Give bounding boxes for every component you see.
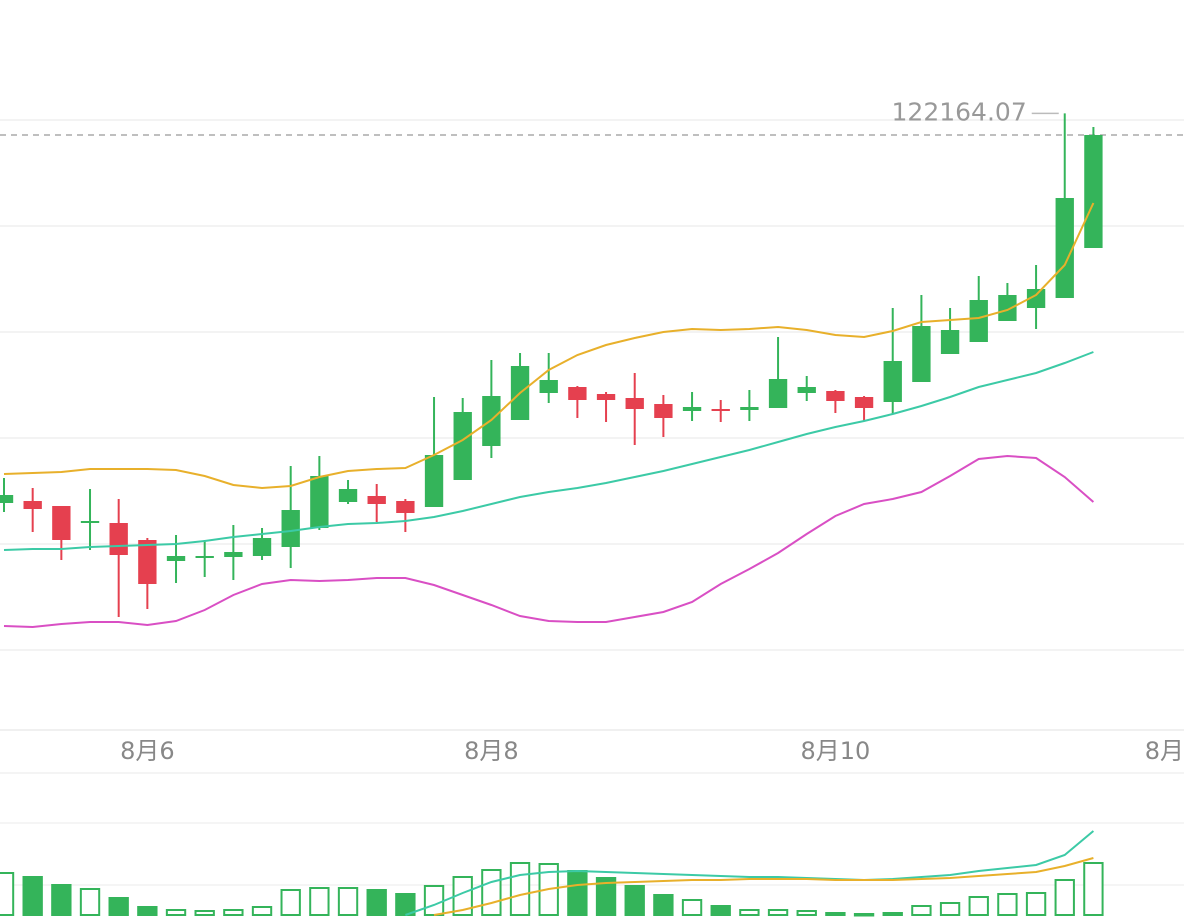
volume-bar — [739, 909, 760, 916]
candle-body — [310, 476, 329, 528]
volume-bar — [22, 876, 43, 916]
volume-bar — [108, 897, 129, 916]
volume-bar — [595, 877, 617, 916]
volume-bar — [137, 906, 158, 916]
volume-ma-line — [405, 830, 1095, 916]
volume-bar — [251, 906, 273, 916]
candle-body — [854, 397, 874, 408]
volume-bar — [0, 872, 15, 916]
candle-body — [1084, 135, 1103, 248]
candle-body — [969, 300, 988, 342]
volume-bar — [1054, 879, 1075, 916]
candle-body — [367, 496, 386, 504]
volume-bar — [51, 884, 72, 916]
candle-body — [797, 387, 816, 393]
volume-bar — [423, 885, 445, 916]
candle-body — [998, 295, 1017, 321]
volume-bar — [710, 905, 731, 916]
candle-body — [252, 538, 272, 556]
candle-body — [539, 380, 558, 393]
x-tick-label: 8月8 — [464, 737, 519, 765]
candle-body — [940, 330, 960, 354]
candle-body — [281, 510, 300, 547]
candle-body — [1026, 289, 1046, 308]
candle-body — [109, 523, 128, 555]
candle-body — [138, 540, 157, 584]
candle-body — [396, 501, 415, 513]
volume-bar — [79, 888, 101, 916]
volume-bar — [165, 909, 187, 916]
overlay-line — [3, 454, 1095, 629]
candle-body — [682, 407, 702, 411]
overlay-line — [3, 351, 1094, 551]
volume-bar — [681, 899, 703, 916]
volume-bar — [767, 909, 789, 916]
volume-bar — [337, 887, 359, 916]
volume-ma-line — [433, 857, 1094, 916]
candle-body — [826, 391, 845, 401]
candle-body — [224, 552, 243, 557]
volume-bar — [194, 910, 215, 916]
volume-bar — [309, 887, 330, 916]
candle-body — [424, 455, 444, 507]
x-tick-label: 8月 — [1145, 737, 1184, 765]
volume-bar — [223, 909, 244, 916]
candle-body — [23, 501, 42, 509]
volume-bar — [567, 870, 588, 916]
volume-bar — [624, 885, 645, 916]
volume-bar — [968, 896, 989, 916]
candle-body — [568, 387, 587, 400]
candle-body — [883, 361, 902, 402]
volume-bar — [997, 893, 1018, 916]
volume-bar — [395, 893, 416, 916]
volume-bar — [911, 905, 932, 916]
candle-body — [0, 495, 14, 503]
x-tick-label: 8月6 — [120, 737, 175, 765]
candle-body — [654, 404, 673, 418]
candle-body — [625, 398, 644, 409]
x-tick-label: 8月10 — [800, 737, 870, 765]
volume-bar — [366, 889, 387, 916]
volume-bar — [509, 862, 531, 916]
candle-body — [195, 556, 214, 558]
max-label: 122164.07 — [892, 97, 1027, 126]
candle-body — [711, 409, 730, 411]
volume-bar — [853, 913, 875, 917]
candle-body — [768, 379, 788, 408]
volume-bar — [653, 894, 674, 916]
candle-body — [740, 407, 759, 410]
overlay-line — [3, 202, 1095, 490]
volume-bar — [1025, 892, 1047, 916]
candle-body — [52, 506, 71, 540]
volume-bar — [280, 889, 301, 916]
volume-bar — [882, 912, 903, 916]
candle-body — [338, 489, 358, 502]
candle-body — [596, 394, 616, 400]
candle-body — [453, 412, 472, 480]
candle-body — [166, 556, 186, 561]
volume-bar — [796, 910, 817, 916]
volume-bar — [1083, 862, 1104, 916]
volume-bar — [825, 912, 846, 916]
candle-body — [912, 326, 931, 382]
volume-bar — [939, 902, 961, 916]
volume-bar — [481, 869, 502, 916]
candle-body — [80, 521, 100, 523]
candle-body — [1055, 198, 1074, 298]
